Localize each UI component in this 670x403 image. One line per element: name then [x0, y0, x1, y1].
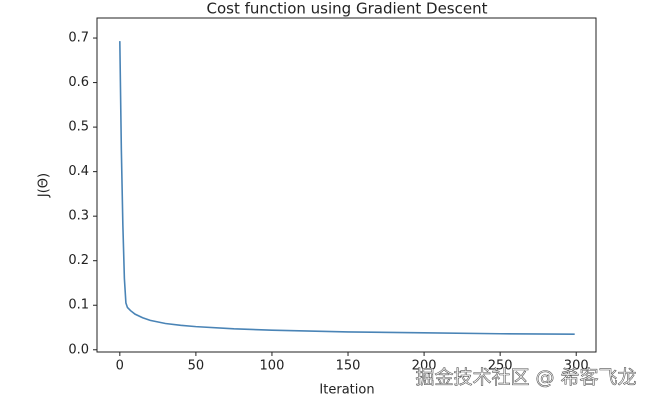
y-tick-label: 0.1: [68, 298, 89, 313]
x-tick-label: 150: [336, 359, 361, 374]
y-tick-label: 0.2: [68, 253, 89, 268]
y-tick-label: 0.6: [68, 75, 89, 90]
chart-title: Cost function using Gradient Descent: [207, 0, 488, 18]
watermark: 掘金技术社区 @ 希客飞龙: [415, 367, 636, 389]
x-tick-label: 300: [564, 359, 589, 374]
x-tick-label: 100: [260, 359, 285, 374]
plot-frame: [96, 17, 597, 353]
y-tick-label: 0.0: [68, 342, 89, 357]
data-line: [119, 41, 575, 335]
y-tick-label: 0.4: [68, 164, 89, 179]
x-axis-label: Iteration: [319, 383, 374, 398]
x-tick-label: 200: [412, 359, 437, 374]
y-tick-label: 0.3: [68, 209, 89, 224]
x-tick-label: 50: [188, 359, 205, 374]
y-tick-label: 0.7: [68, 31, 89, 46]
y-tick-label: 0.5: [68, 120, 89, 135]
x-tick-label: 250: [488, 359, 513, 374]
x-tick-label: 0: [116, 359, 124, 374]
y-axis-label: J(Θ): [37, 173, 52, 198]
